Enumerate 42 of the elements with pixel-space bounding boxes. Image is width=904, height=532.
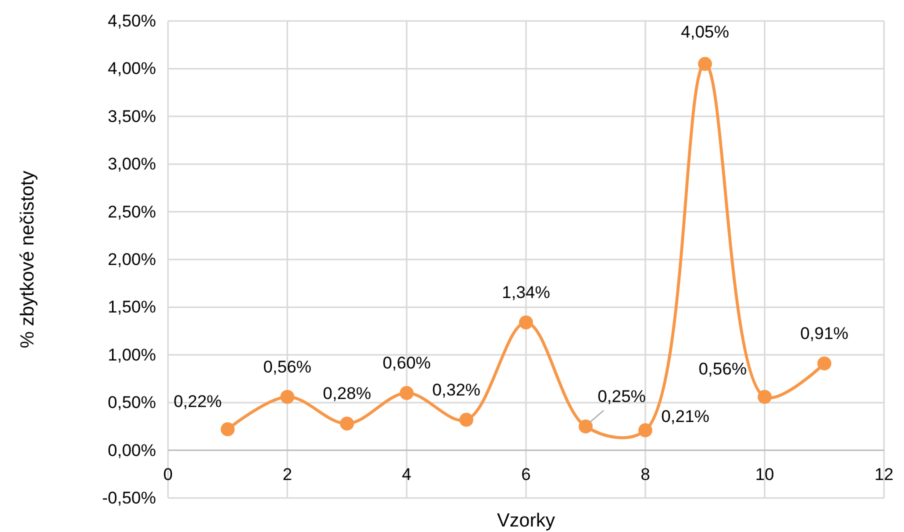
y-tick-label: 4,50% [108,12,156,30]
y-tick-label: 3,00% [108,154,156,174]
data-label: 0,91% [800,324,848,343]
data-label: 0,28% [322,384,372,404]
x-tick-label: 8 [640,464,650,484]
point [280,390,294,404]
y-tick-label: 0,00% [108,440,156,460]
point [459,412,474,427]
y-axis-title: % zbytkové nečistoty [18,170,38,348]
data-label: 0,21% [661,406,710,426]
x-tick-label: 0 [163,464,173,484]
x-axis-title: Vzorky [496,510,556,532]
y-tick-label: 0,50% [108,393,156,412]
data-label: 0,32% [432,380,480,400]
data-label: 0,56% [698,359,747,378]
y-tick-label: 2,00% [108,250,156,269]
y-tick-label: 4,00% [108,59,156,78]
x-tick-label: 4 [402,464,412,484]
point [340,416,354,431]
y-tick-label: 1,00% [108,345,156,364]
y-tick-label: -0,50% [102,488,156,508]
data-label: 0,56% [263,357,312,376]
point [698,56,712,71]
point [578,419,593,434]
x-tick-label: 12 [874,464,894,484]
y-tick-label: 2,50% [108,202,156,222]
point [758,390,772,404]
x-tick-label: 6 [521,464,531,484]
data-label: 0,22% [174,392,222,411]
point [638,423,652,438]
point [519,315,533,330]
y-tick-label: 3,50% [108,106,156,126]
point [817,356,832,370]
data-label: 0,25% [598,386,646,406]
x-tick-label: 2 [282,464,292,484]
data-label: 0,60% [382,354,431,373]
point [400,386,414,400]
y-tick-label: 1,50% [108,298,156,317]
x-tick-label: 10 [755,464,774,484]
data-label: 1,34% [502,282,550,302]
point [220,422,235,436]
data-label: 4,05% [680,22,730,42]
